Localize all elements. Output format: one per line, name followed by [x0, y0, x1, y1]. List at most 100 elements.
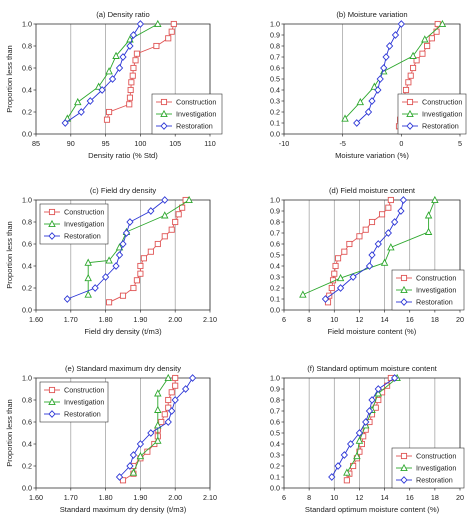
legend-investigation-marker-point-1	[48, 219, 56, 228]
restoration-point-8	[391, 218, 399, 226]
series-investigation	[129, 373, 172, 476]
construction-point-8	[341, 248, 348, 255]
legend-investigation-marker-point-1	[48, 397, 56, 406]
legend-investigation-marker-point-1	[406, 109, 414, 118]
y-tick-label-9: 0.8	[270, 218, 280, 227]
y-tick-label-5: 0.4	[270, 262, 280, 271]
legend-label-restoration: Restoration	[176, 122, 213, 131]
restoration-point-7	[168, 407, 176, 415]
y-tick-label-2: 0.2	[22, 108, 32, 117]
legend-label-investigation: Investigation	[416, 464, 456, 473]
x-tick-label-5: 14	[381, 493, 389, 502]
construction-point-8	[147, 248, 154, 255]
restoration-point-2	[126, 462, 134, 470]
x-tick-label-3: 0	[399, 139, 403, 148]
restoration-point-7	[365, 407, 374, 415]
plot-frame	[35, 23, 211, 135]
investigation-point-5	[115, 243, 124, 251]
y-tick-label-6: 0.5	[270, 429, 280, 438]
construction-point-4	[133, 277, 140, 284]
y-tick-label-11: 1.0	[270, 374, 280, 383]
y-axis-label: Proportion less than	[5, 399, 14, 467]
construction-point-13	[168, 389, 175, 396]
y-tick-label-3: 0.2	[270, 108, 280, 117]
x-tick-label-8: 20	[456, 315, 464, 324]
x-tick-label-7: 18	[431, 315, 439, 324]
construction-point-12	[172, 218, 179, 226]
y-tick-label-11: 1.0	[270, 196, 280, 205]
restoration-point-4	[136, 440, 145, 448]
chart-panel-4: (d) Field moisture content 6 8 10 12 14 16 18 20…	[270, 186, 465, 336]
legend-item-investigation: Investigation	[44, 220, 104, 229]
x-tick-label-1: 1.60	[29, 493, 43, 502]
y-tick-label-2: 0.2	[22, 284, 32, 293]
restoration-point-4	[98, 86, 106, 94]
construction-point-7	[360, 433, 367, 440]
legend-label-investigation: Investigation	[64, 398, 104, 407]
construction-point-13	[428, 35, 435, 42]
restoration-point-8	[171, 396, 179, 404]
y-tick-label-3: 0.2	[270, 462, 280, 471]
x-tick-label-2: 90	[67, 139, 75, 148]
chart-panel-2: (b) Moisture variation -10 -5 0 5 0.0 0.1 0.2 0.…	[270, 10, 467, 160]
investigation-point-4	[105, 256, 113, 264]
construction-point-11	[165, 404, 172, 411]
legend-item-investigation: Investigation	[402, 110, 462, 119]
x-tick-label-1: -10	[279, 139, 289, 148]
investigation-point-7	[431, 195, 439, 204]
restoration-point-1	[115, 473, 124, 481]
restoration-point-6	[119, 240, 127, 248]
legend-item-restoration: Restoration	[44, 232, 101, 241]
construction-point-14	[385, 204, 392, 211]
investigation-point-7	[164, 373, 172, 382]
y-axis-label: Proportion less than	[5, 221, 14, 289]
legend: Construction Investigation Restoration	[39, 381, 109, 423]
x-axis-label: Density ratio (% Std)	[88, 151, 158, 160]
restoration-line	[331, 377, 395, 478]
legend-item-investigation: Investigation	[396, 464, 456, 473]
construction-point-2	[326, 292, 333, 299]
legend-construction-marker-point-1	[406, 98, 414, 106]
x-tick-label-6: 110	[204, 139, 215, 148]
construction-point-12	[424, 42, 431, 50]
legend-investigation-marker-point-1	[160, 109, 168, 118]
construction-point-7	[140, 255, 147, 262]
construction-point-8	[407, 72, 414, 79]
construction-point-10	[133, 50, 140, 57]
construction-point-13	[175, 211, 182, 218]
restoration-point-1	[328, 473, 336, 481]
y-tick-label-2: 0.1	[270, 295, 280, 304]
restoration-point-2	[334, 462, 342, 470]
restoration-point-5	[147, 429, 155, 437]
restoration-point-2	[336, 284, 345, 292]
y-tick-label-3: 0.4	[22, 262, 32, 271]
y-tick-label-5: 0.8	[22, 218, 32, 227]
construction-point-3	[130, 284, 137, 292]
construction-point-10	[413, 57, 420, 64]
legend-construction-marker-point-1	[160, 98, 168, 106]
construction-point-1	[343, 477, 350, 484]
restoration-point-3	[101, 273, 110, 281]
construction-point-11	[153, 42, 160, 50]
restoration-point-6	[115, 64, 124, 72]
legend-item-restoration: Restoration	[396, 298, 453, 307]
restoration-point-10	[397, 20, 405, 28]
x-axis-label: Moisture variation (%)	[335, 151, 409, 160]
construction-point-1	[119, 477, 127, 484]
x-tick-label-3: 1.80	[99, 315, 113, 324]
y-tick-label-5: 0.4	[270, 86, 280, 95]
legend-label-construction: Construction	[176, 98, 216, 107]
restoration-point-6	[374, 240, 382, 248]
y-tick-label-6: 1.0	[22, 196, 32, 205]
construction-point-5	[127, 86, 134, 94]
y-tick-label-8: 0.7	[270, 229, 280, 238]
y-tick-label-10: 0.9	[270, 207, 280, 216]
restoration-point-6	[362, 418, 370, 426]
y-tick-label-8: 0.7	[270, 53, 280, 62]
construction-point-14	[433, 28, 440, 35]
construction-point-7	[405, 79, 412, 86]
y-tick-label-7: 0.6	[270, 418, 280, 427]
investigation-point-2	[336, 273, 345, 282]
y-tick-label-3: 0.2	[270, 284, 280, 293]
